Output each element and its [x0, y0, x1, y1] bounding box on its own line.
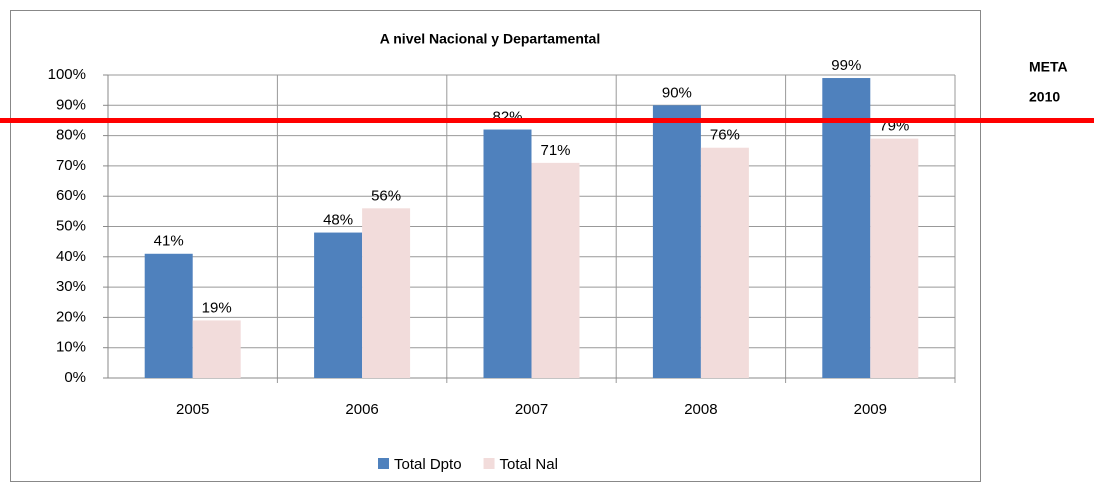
data-label: 71%: [540, 142, 570, 159]
y-tick-label: 10%: [56, 339, 86, 356]
legend-label: Total Nal: [500, 456, 558, 473]
bar: [144, 253, 193, 378]
data-label: 99%: [831, 57, 861, 74]
data-label: 41%: [154, 233, 184, 250]
y-tick-label: 30%: [56, 278, 86, 295]
bar: [870, 138, 919, 378]
bar: [531, 162, 580, 378]
legend-swatch: [378, 458, 389, 469]
y-tick-label: 70%: [56, 157, 86, 174]
reference-label: META: [1029, 59, 1068, 75]
x-tick-label: 2009: [854, 401, 887, 418]
bar: [314, 232, 363, 378]
y-tick-label: 40%: [56, 248, 86, 265]
y-tick-label: 20%: [56, 308, 86, 325]
data-label: 56%: [371, 187, 401, 204]
data-label: 82%: [492, 109, 522, 126]
bar: [362, 208, 411, 378]
data-label: 90%: [662, 84, 692, 101]
reference-label: 2010: [1029, 89, 1060, 105]
x-tick-label: 2006: [345, 401, 378, 418]
x-tick-label: 2008: [684, 401, 717, 418]
y-tick-label: 0%: [64, 369, 86, 386]
y-tick-label: 90%: [56, 96, 86, 113]
legend-label: Total Dpto: [394, 456, 462, 473]
bar: [652, 105, 701, 379]
bar: [700, 147, 749, 378]
legend-swatch: [483, 458, 495, 469]
x-tick-label: 2005: [176, 401, 209, 418]
chart-title: A nivel Nacional y Departamental: [380, 31, 600, 47]
y-tick-label: 100%: [48, 66, 86, 83]
y-tick-label: 80%: [56, 127, 86, 144]
bar: [483, 129, 532, 378]
data-label: 19%: [202, 299, 232, 316]
x-tick-label: 2007: [515, 401, 548, 418]
bar: [192, 320, 241, 378]
y-tick-label: 60%: [56, 187, 86, 204]
bar: [822, 78, 871, 378]
data-label: 76%: [710, 127, 740, 144]
data-label: 48%: [323, 212, 353, 229]
y-tick-label: 50%: [56, 217, 86, 234]
